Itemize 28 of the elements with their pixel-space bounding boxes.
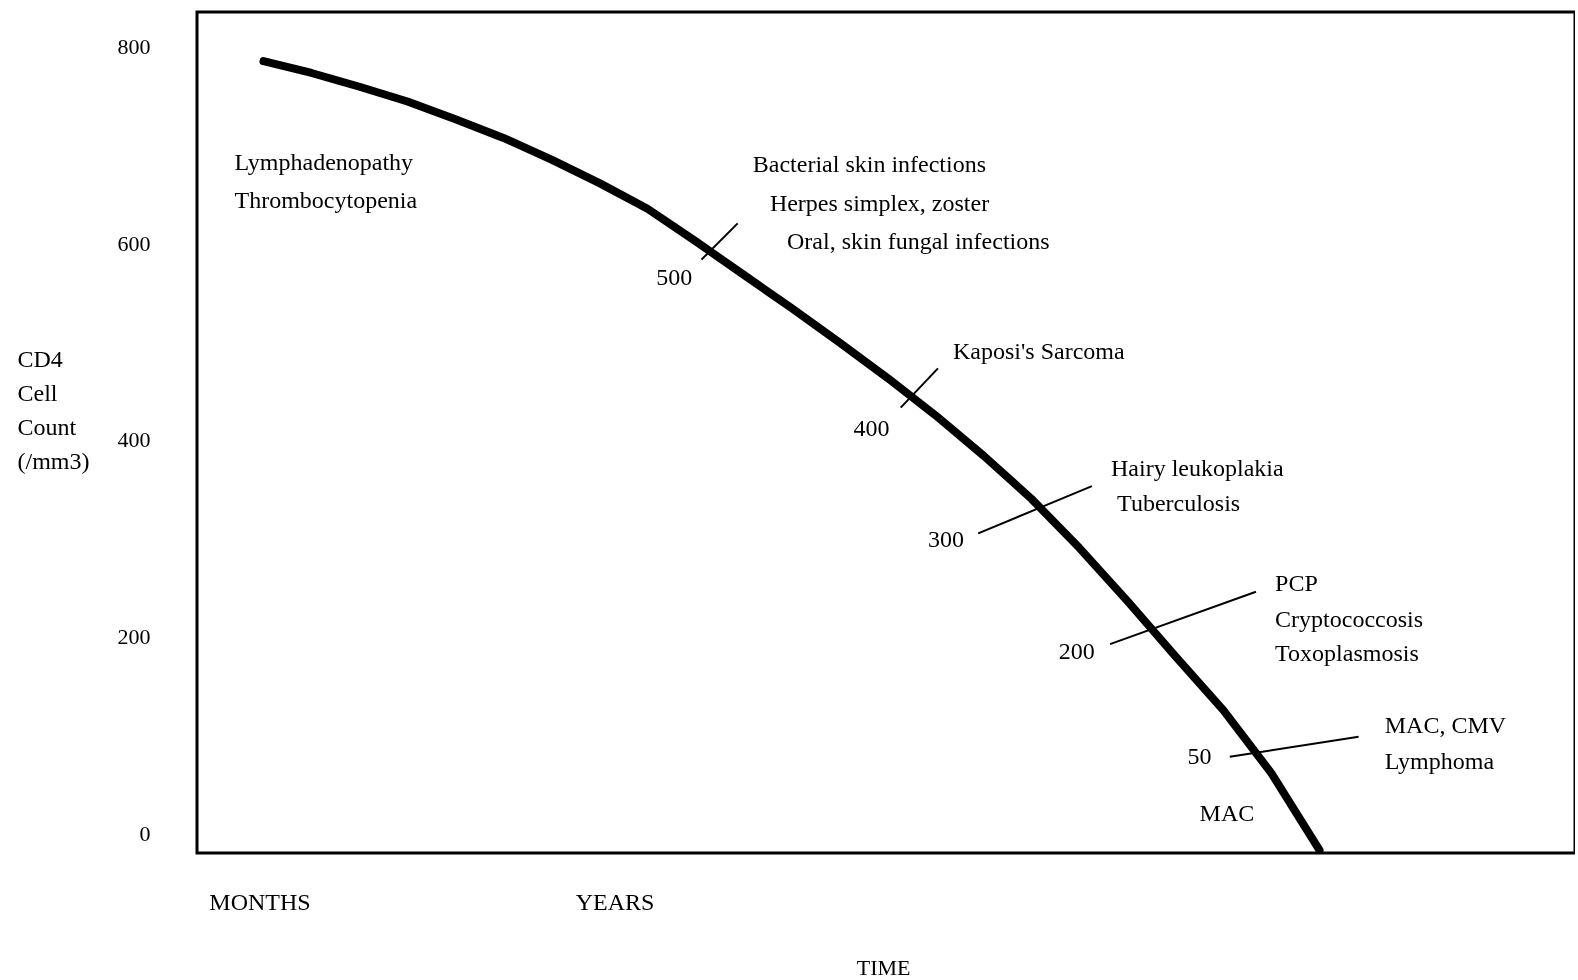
text: MAC, CMV [1384, 711, 1507, 738]
annotation: Thrombocytopenia [234, 187, 418, 214]
y-tick-label: 200 [117, 624, 151, 650]
annotation: PCP [1275, 569, 1318, 596]
annotation: 300 [927, 526, 964, 553]
annotation: Cryptococcosis [1275, 605, 1424, 632]
annotation: Tuberculosis [1117, 490, 1241, 517]
annotation: Bacterial skin infections [752, 151, 987, 178]
annotation: MAC [1199, 800, 1255, 827]
annotation: 50 [1187, 742, 1212, 769]
annotation: Oral, skin fungal infections [786, 227, 1050, 254]
annotation: 400 [853, 414, 890, 441]
text: MONTHS [209, 888, 311, 915]
annotation: Lymphadenopathy [234, 149, 414, 176]
y-axis-title: CD4 Cell Count (/mm3) [17, 345, 90, 474]
y-tick-label: 800 [117, 33, 151, 59]
y-tick-label: 600 [117, 230, 151, 256]
x-axis-title: TIME [856, 955, 911, 980]
y-tick-label: 400 [117, 427, 151, 453]
annotation: Hairy leukoplakia [1111, 454, 1284, 481]
text: YEARS [575, 888, 655, 915]
annotation: Toxoplasmosis [1275, 640, 1419, 667]
annotation: Herpes simplex, zoster [769, 190, 990, 217]
annotation: 200 [1058, 638, 1095, 665]
y-tick-label: 0 [139, 820, 151, 846]
annotation: Kaposi's Sarcoma [953, 338, 1126, 365]
annotation: 500 [656, 263, 693, 290]
text: Lymphoma [1384, 747, 1495, 774]
